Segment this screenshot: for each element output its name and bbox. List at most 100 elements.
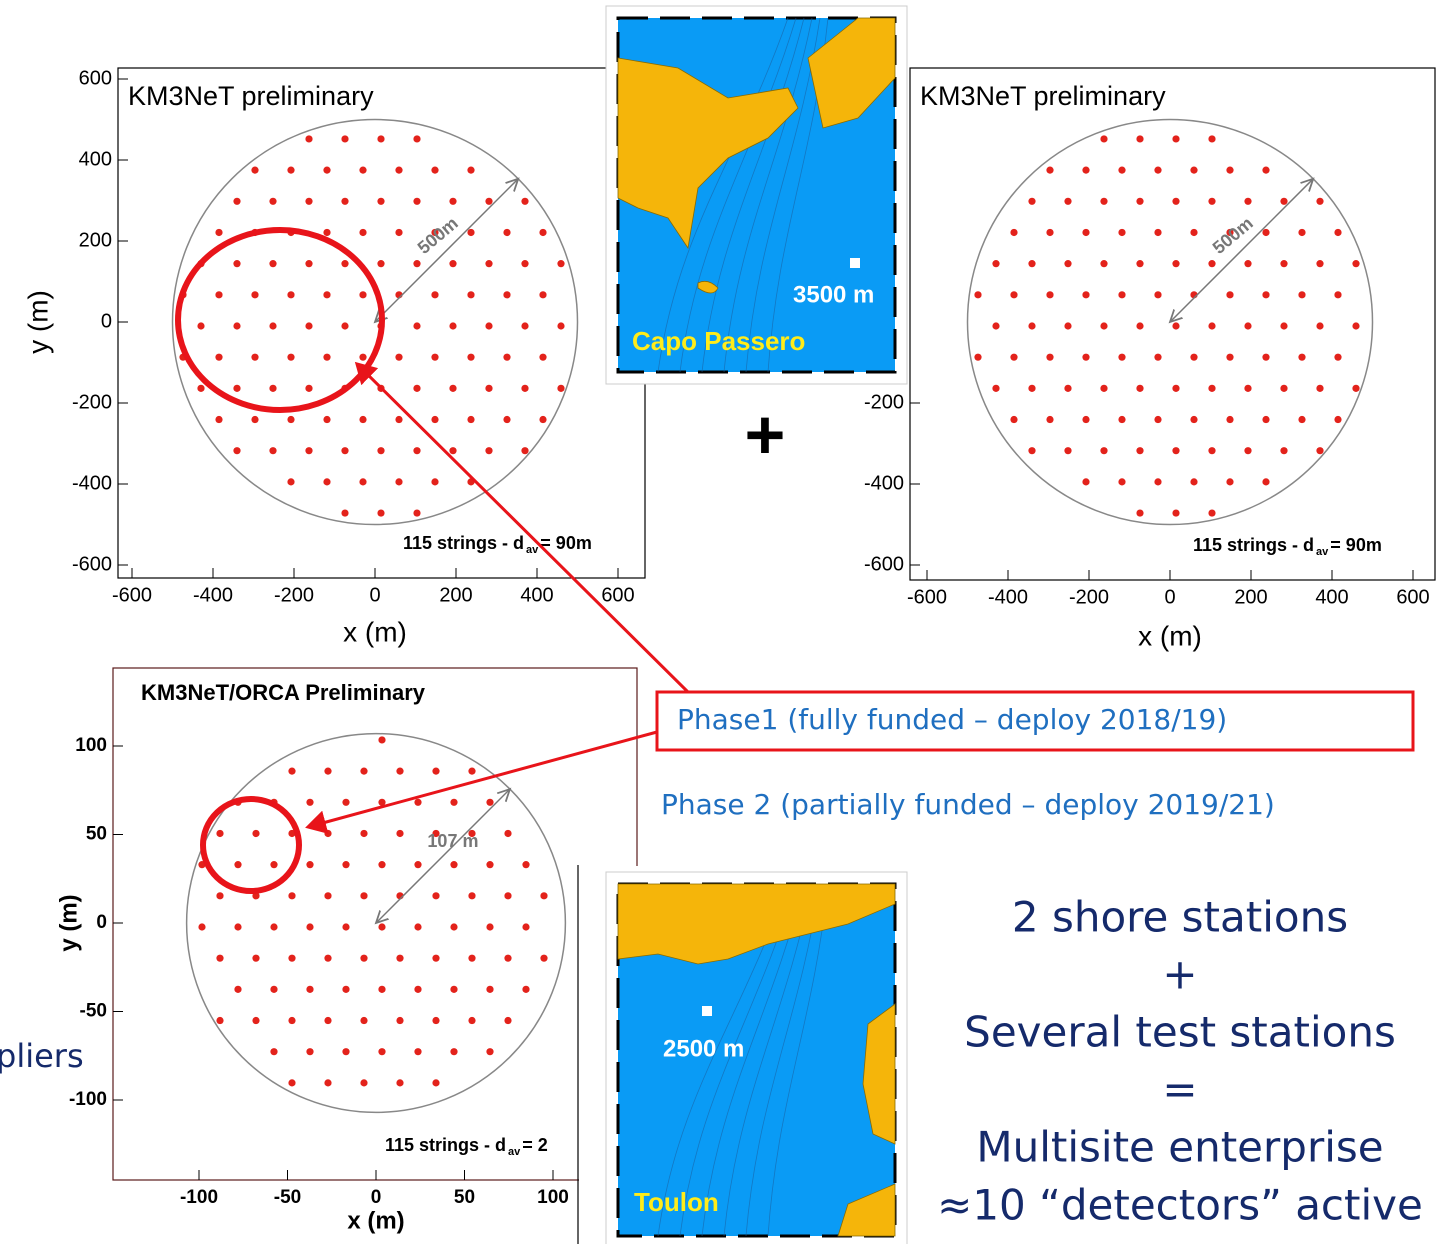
- string-dot: [485, 385, 492, 392]
- string-dot: [377, 509, 384, 516]
- string-dot: [342, 986, 349, 993]
- y-tick-label: 100: [75, 735, 107, 756]
- x-tick-label: -100: [180, 1187, 218, 1208]
- string-dot: [342, 799, 349, 806]
- string-dot: [305, 322, 312, 329]
- string-dot: [486, 861, 493, 868]
- string-dot: [992, 322, 999, 329]
- string-dot: [1064, 260, 1071, 267]
- x-tick-label: 50: [454, 1187, 475, 1208]
- string-dot: [1172, 322, 1179, 329]
- radius-label: 107 m: [427, 831, 478, 851]
- string-dot: [539, 354, 546, 361]
- string-dot: [1208, 260, 1215, 267]
- x-tick-label: -200: [1069, 586, 1109, 608]
- string-dot: [305, 260, 312, 267]
- string-dot: [504, 830, 511, 837]
- string-dot: [413, 447, 420, 454]
- string-dot: [1226, 167, 1233, 174]
- string-dot: [1244, 260, 1251, 267]
- string-dot: [216, 892, 223, 899]
- x-tick-label: -600: [112, 584, 152, 606]
- x-tick-label: 400: [1315, 586, 1348, 608]
- string-dot: [1226, 478, 1233, 485]
- string-dot: [360, 955, 367, 962]
- radius-arrow: [1170, 179, 1313, 322]
- string-dot: [504, 1017, 511, 1024]
- string-dot: [233, 198, 240, 205]
- string-dot: [324, 1079, 331, 1086]
- string-dot: [324, 892, 331, 899]
- y-tick-label: 400: [79, 148, 112, 170]
- x-axis-label: x (m): [347, 1207, 404, 1234]
- string-dot: [359, 354, 366, 361]
- string-dot: [413, 509, 420, 516]
- string-dot: [269, 198, 276, 205]
- x-tick-label: -50: [274, 1187, 301, 1208]
- string-dot: [521, 198, 528, 205]
- string-dot: [486, 986, 493, 993]
- string-dot: [1010, 229, 1017, 236]
- string-dot: [1172, 260, 1179, 267]
- string-dot: [1226, 354, 1233, 361]
- string-dot: [431, 167, 438, 174]
- string-dot: [1100, 447, 1107, 454]
- string-dot: [1262, 167, 1269, 174]
- string-dot: [1298, 291, 1305, 298]
- string-dot: [486, 923, 493, 930]
- string-dot: [359, 478, 366, 485]
- string-dot: [270, 861, 277, 868]
- string-dot: [485, 322, 492, 329]
- string-dot: [377, 260, 384, 267]
- string-dot: [1262, 354, 1269, 361]
- x-tick-label: -200: [274, 584, 314, 606]
- string-dot: [1010, 416, 1017, 423]
- string-dot: [341, 260, 348, 267]
- string-dot: [1316, 322, 1323, 329]
- string-dot: [324, 768, 331, 775]
- string-dot: [251, 416, 258, 423]
- string-dot: [287, 416, 294, 423]
- string-dot: [1316, 198, 1323, 205]
- string-dot: [378, 1048, 385, 1055]
- y-tick-label: -200: [864, 391, 904, 413]
- string-dot: [1046, 291, 1053, 298]
- map-site: Capo Passero: [632, 326, 805, 356]
- y-tick-label: -600: [72, 553, 112, 575]
- string-dot: [1190, 229, 1197, 236]
- string-dot: [342, 923, 349, 930]
- string-dot: [1100, 322, 1107, 329]
- string-dot: [1118, 416, 1125, 423]
- string-dot: [216, 830, 223, 837]
- string-dot: [414, 986, 421, 993]
- string-dot: [1208, 135, 1215, 142]
- string-dot: [1082, 229, 1089, 236]
- string-dot: [974, 354, 981, 361]
- footer-part: = 90m: [540, 533, 592, 553]
- string-dot: [270, 1048, 277, 1055]
- string-dot: [432, 892, 439, 899]
- string-dot: [306, 986, 313, 993]
- string-dot: [396, 1079, 403, 1086]
- plus-sign: +: [745, 395, 786, 473]
- plot: 100500-50-100-100-50050100KM3NeT/ORCA Pr…: [55, 668, 637, 1234]
- string-dot: [1334, 291, 1341, 298]
- string-dot: [503, 416, 510, 423]
- string-dot: [503, 291, 510, 298]
- string-dot: [288, 1079, 295, 1086]
- string-dot: [234, 923, 241, 930]
- string-dot: [539, 416, 546, 423]
- string-dot: [468, 892, 475, 899]
- string-dot: [396, 1017, 403, 1024]
- string-dot: [1028, 385, 1035, 392]
- string-dot: [1298, 354, 1305, 361]
- string-dot: [486, 799, 493, 806]
- x-tick-label: 0: [369, 584, 380, 606]
- string-dot: [305, 135, 312, 142]
- string-dot: [449, 198, 456, 205]
- y-axis-label: y (m): [22, 290, 53, 354]
- string-dot: [539, 291, 546, 298]
- string-dot: [306, 1048, 313, 1055]
- string-dot: [468, 955, 475, 962]
- y-tick-label: 600: [79, 67, 112, 89]
